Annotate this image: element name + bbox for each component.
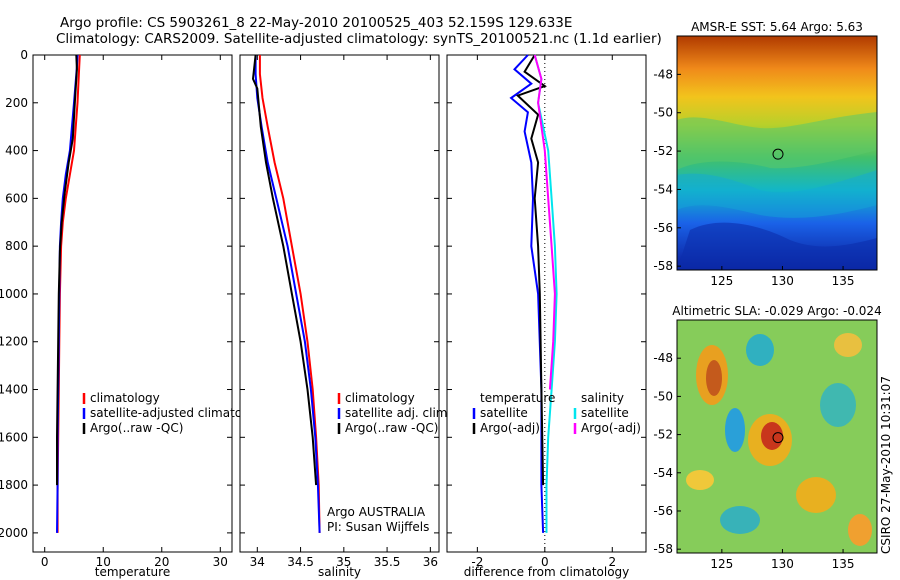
legend-label: satellite bbox=[581, 406, 629, 420]
y-tick-label: 400 bbox=[5, 144, 28, 158]
legend-label: Argo(-adj) bbox=[480, 421, 540, 435]
map-x-tick-label: 125 bbox=[710, 557, 733, 571]
y-tick-label: 800 bbox=[5, 239, 28, 253]
x-tick-label: 0 bbox=[41, 555, 49, 569]
sst-map-panel: AMSR-E SST: 5.64 Argo: 5.63 bbox=[676, 20, 878, 271]
sst-cyan-band bbox=[677, 170, 877, 218]
legend-label: Argo(..raw -QC) bbox=[90, 421, 183, 435]
legend-label: salinity bbox=[581, 391, 624, 405]
argo-owner-annotation: PI: Susan Wijffels bbox=[327, 520, 429, 534]
legend-label: climatology bbox=[90, 391, 160, 405]
y-tick-label: 1400 bbox=[0, 383, 28, 397]
sla-anomaly bbox=[720, 506, 760, 534]
map-x-tick-label: 125 bbox=[710, 274, 733, 288]
map-y-tick-label: -56 bbox=[653, 504, 673, 518]
x-tick-label: 30 bbox=[213, 555, 228, 569]
legend-label: Argo(..raw -QC) bbox=[345, 421, 438, 435]
sla-map-title: Altimetric SLA: -0.029 Argo: -0.024 bbox=[672, 304, 881, 318]
x-axis-label: temperature bbox=[95, 565, 170, 579]
x-axis-label: salinity bbox=[318, 565, 361, 579]
map-y-tick-label: -56 bbox=[653, 221, 673, 235]
sst-map-title: AMSR-E SST: 5.64 Argo: 5.63 bbox=[691, 20, 863, 34]
sla-anomaly bbox=[761, 422, 783, 450]
sla-anomaly bbox=[686, 470, 714, 490]
plot-frame bbox=[239, 54, 440, 553]
map-x-tick-label: 135 bbox=[832, 557, 855, 571]
sst-map-frame bbox=[676, 35, 878, 271]
x-tick-label: 10 bbox=[96, 555, 111, 569]
map-x-tick-label: 130 bbox=[771, 557, 794, 571]
series-line bbox=[56, 54, 78, 486]
x-axis-label: difference from climatology bbox=[464, 565, 630, 579]
x-tick-label: 2 bbox=[608, 555, 616, 569]
legend-label: satellite adj. clim. bbox=[345, 406, 451, 420]
map-y-tick-label: -48 bbox=[653, 67, 673, 81]
y-tick-label: 2000 bbox=[0, 526, 28, 540]
legend-label: satellite-adjusted climatology bbox=[90, 406, 268, 420]
sla-anomaly bbox=[725, 408, 745, 452]
map-y-tick-label: -48 bbox=[653, 351, 673, 365]
series-line bbox=[251, 54, 318, 486]
sla-anomaly bbox=[746, 334, 774, 366]
x-tick-label: 0 bbox=[541, 555, 549, 569]
map-y-tick-label: -50 bbox=[653, 106, 673, 120]
map-y-tick-label: -52 bbox=[653, 144, 673, 158]
x-tick-label: -2 bbox=[471, 555, 483, 569]
x-tick-label: 36 bbox=[423, 555, 438, 569]
x-tick-label: 35.5 bbox=[374, 555, 401, 569]
argo-owner-annotation: Argo AUSTRALIA bbox=[327, 505, 426, 519]
map-y-tick-label: -58 bbox=[653, 542, 673, 556]
map-y-tick-label: -52 bbox=[653, 428, 673, 442]
figure-title-line1: Argo profile: CS 5903261_8 22-May-2010 2… bbox=[60, 15, 572, 31]
y-tick-label: 0 bbox=[20, 48, 28, 62]
series-line bbox=[533, 54, 556, 390]
x-tick-label: 34.5 bbox=[287, 555, 314, 569]
sla-anomaly bbox=[820, 383, 856, 427]
temperature-panel: 0 10 20 30 temperature 0 200 400 600 800 1000 1200 1… bbox=[0, 48, 268, 579]
map-y-tick-label: -54 bbox=[653, 466, 673, 480]
legend-label: satellite bbox=[480, 406, 528, 420]
figure-title-line2: Climatology: CARS2009. Satellite-adjuste… bbox=[56, 31, 662, 47]
map-y-tick-label: -54 bbox=[653, 182, 673, 196]
salinity-panel: 34 34.5 35 35.5 36 salinity climatologysatelli… bbox=[239, 54, 451, 579]
y-tick-label: 1600 bbox=[0, 430, 28, 444]
x-tick-label: 20 bbox=[154, 555, 169, 569]
sst-green-tongue bbox=[677, 112, 877, 170]
map-y-tick-label: -50 bbox=[653, 389, 673, 403]
sla-map-frame bbox=[676, 319, 878, 554]
map-y-tick-label: -58 bbox=[653, 259, 673, 273]
y-tick-label: 1200 bbox=[0, 335, 28, 349]
x-tick-label: 35 bbox=[336, 555, 351, 569]
legend-label: Argo(-adj) bbox=[581, 421, 641, 435]
argo-position-marker bbox=[772, 148, 784, 160]
sla-anomaly bbox=[706, 360, 722, 396]
sla-map-panel: Altimetric SLA: -0.029 Argo: -0.024 bbox=[672, 304, 882, 554]
y-tick-label: 1000 bbox=[0, 287, 28, 301]
csiro-timestamp: CSIRO 27-May-2010 10:31:07 bbox=[879, 376, 893, 554]
y-tick-label: 600 bbox=[5, 191, 28, 205]
legend-label: climatology bbox=[345, 391, 415, 405]
sla-anomaly bbox=[834, 333, 862, 357]
sla-anomaly bbox=[796, 477, 836, 513]
map-x-tick-label: 135 bbox=[832, 274, 855, 288]
plot-frame bbox=[32, 54, 233, 553]
map-x-tick-label: 130 bbox=[771, 274, 794, 288]
y-tick-label: 200 bbox=[5, 96, 28, 110]
x-tick-label: 34 bbox=[250, 555, 265, 569]
y-tick-label: 1800 bbox=[0, 478, 28, 492]
sst-blue-patch bbox=[677, 222, 877, 270]
sla-anomaly bbox=[848, 514, 872, 546]
legend-label: temperature bbox=[480, 391, 555, 405]
argo-position-marker bbox=[772, 432, 784, 444]
